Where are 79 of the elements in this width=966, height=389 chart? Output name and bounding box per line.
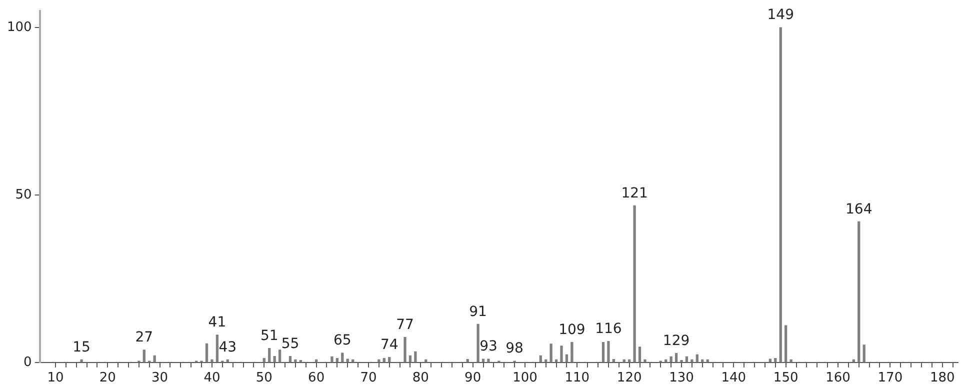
bar bbox=[476, 324, 480, 362]
annotation: 55 bbox=[281, 336, 300, 352]
x-tick-label: 120 bbox=[616, 370, 642, 386]
bar bbox=[262, 358, 266, 362]
bar bbox=[414, 351, 417, 362]
annotation: 129 bbox=[662, 333, 690, 349]
bar bbox=[607, 340, 610, 362]
bar bbox=[633, 205, 636, 362]
bar bbox=[858, 221, 860, 362]
bar bbox=[288, 356, 292, 362]
annotation: 77 bbox=[396, 316, 414, 333]
annotation: 15 bbox=[72, 339, 90, 356]
bar bbox=[768, 358, 772, 362]
bar bbox=[674, 353, 678, 362]
bar bbox=[570, 342, 574, 362]
annotation: 93 bbox=[480, 338, 498, 355]
bar bbox=[273, 356, 276, 362]
bar bbox=[205, 343, 208, 362]
annotation: 121 bbox=[621, 185, 648, 202]
bar bbox=[268, 348, 271, 362]
x-tick-label: 40 bbox=[204, 370, 220, 386]
bar bbox=[670, 356, 672, 362]
x-tick-label: 60 bbox=[308, 370, 325, 386]
x-tick-label: 20 bbox=[99, 370, 116, 386]
annotation: 98 bbox=[506, 340, 524, 357]
bar bbox=[644, 359, 646, 362]
bar bbox=[774, 358, 777, 362]
annotation: 91 bbox=[469, 304, 487, 320]
annotation: 41 bbox=[208, 314, 226, 331]
x-tick-label: 180 bbox=[930, 370, 955, 386]
bar bbox=[80, 359, 83, 362]
bar bbox=[779, 27, 782, 362]
bar bbox=[638, 346, 642, 362]
bar bbox=[690, 359, 694, 362]
x-tick-label: 80 bbox=[412, 370, 429, 386]
x-tick-label: 90 bbox=[464, 370, 482, 386]
x-tick-label: 150 bbox=[773, 370, 798, 386]
x-tick-label: 100 bbox=[512, 370, 538, 386]
bar bbox=[216, 334, 219, 362]
x-tick-label: 160 bbox=[826, 370, 850, 386]
annotation: 164 bbox=[846, 201, 872, 218]
bar bbox=[550, 344, 552, 362]
bar bbox=[278, 350, 282, 362]
annotation: 149 bbox=[767, 7, 794, 24]
x-tick-label: 70 bbox=[360, 370, 377, 386]
annotation: 43 bbox=[218, 339, 237, 356]
y-tick-label: 50 bbox=[15, 187, 32, 202]
x-tick-label: 10 bbox=[47, 370, 64, 386]
bar bbox=[336, 358, 339, 362]
x-tick-label: 130 bbox=[669, 370, 694, 386]
y-tick-label: 0 bbox=[24, 354, 32, 370]
annotation: 109 bbox=[558, 322, 586, 338]
x-tick-label: 110 bbox=[564, 370, 590, 386]
bar bbox=[346, 358, 349, 362]
bar bbox=[341, 352, 344, 362]
x-tick-label: 50 bbox=[256, 370, 272, 386]
bar bbox=[482, 358, 485, 362]
x-tick-label: 170 bbox=[878, 370, 903, 386]
annotation: 74 bbox=[380, 337, 398, 354]
bar bbox=[404, 336, 406, 362]
annotation: 27 bbox=[135, 330, 154, 346]
annotation: 116 bbox=[595, 320, 622, 337]
bar bbox=[388, 357, 391, 362]
bar bbox=[294, 359, 297, 362]
bar bbox=[862, 344, 866, 362]
bar bbox=[487, 358, 490, 362]
bar bbox=[790, 359, 792, 362]
bar bbox=[330, 356, 334, 362]
bar bbox=[602, 342, 605, 362]
bar bbox=[210, 359, 214, 362]
bar bbox=[142, 350, 146, 362]
annotation: 51 bbox=[260, 328, 278, 344]
bar bbox=[560, 346, 563, 362]
x-tick-label: 140 bbox=[721, 370, 746, 386]
y-tick-label: 100 bbox=[6, 20, 32, 35]
bar bbox=[382, 358, 386, 362]
bar bbox=[784, 325, 788, 362]
x-tick-label: 30 bbox=[152, 370, 168, 386]
annotation: 65 bbox=[333, 332, 352, 349]
